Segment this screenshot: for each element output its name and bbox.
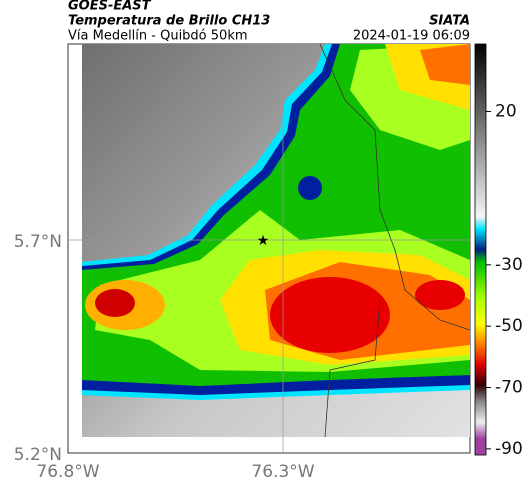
subtitle: Temperatura de Brillo CH13 [68, 14, 270, 29]
lat-label: 5.2°N [14, 445, 62, 465]
colorbar-tick-label: -50 [495, 316, 523, 336]
region: Vía Medellín - Quibdó 50km [68, 29, 248, 44]
colorbar-tick-label: -90 [495, 439, 523, 459]
colorbar-tick-label: 20 [495, 101, 517, 121]
title: GOES-EAST [68, 0, 152, 14]
source: SIATA [429, 14, 470, 29]
colorbar [474, 43, 487, 456]
lon-label: 76.8°W [36, 462, 99, 482]
timestamp: 2024-01-19 06:09 [353, 29, 470, 44]
location-marker: ★ [257, 233, 270, 249]
lat-label: 5.7°N [14, 232, 62, 252]
imagery [82, 44, 470, 437]
lon-label: 76.3°W [251, 462, 314, 482]
colorbar-tick-label: -70 [495, 378, 523, 398]
colorbar-tick-label: -30 [495, 255, 523, 275]
